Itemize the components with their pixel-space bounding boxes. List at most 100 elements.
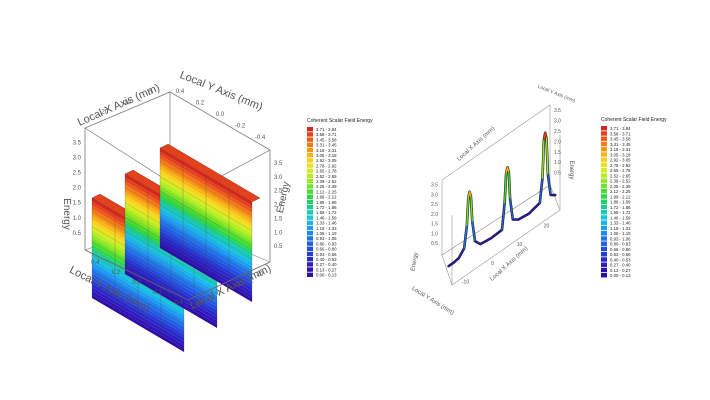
legend-label: 3.45 - 3.58 xyxy=(610,137,631,142)
slice-curve-segment xyxy=(509,198,514,221)
legend-label: 3.18 - 3.31 xyxy=(316,148,337,153)
surface-top-y-tick: 0.4 xyxy=(176,89,185,95)
surface-ridges xyxy=(91,143,261,352)
surface-bottom-y-tick: 0.4 xyxy=(91,260,100,266)
surface-left-z-tick: 0.5 xyxy=(73,231,82,237)
legend-swatch xyxy=(601,178,607,183)
legend-swatch xyxy=(601,267,607,273)
surface-right-z-tick: 2.5 xyxy=(274,189,283,195)
slice-left-z-tick: 0.5 xyxy=(431,241,438,247)
slice-left-z-tick: 3.5 xyxy=(431,183,438,189)
legend-swatch xyxy=(601,252,607,257)
legend-swatch xyxy=(307,236,313,241)
legend-label: 2.39 - 2.52 xyxy=(316,179,337,184)
legend-label: 2.65 - 2.78 xyxy=(316,169,337,174)
legend-swatch xyxy=(601,204,607,210)
slice-curve-segment xyxy=(458,247,465,259)
legend-label: 3.45 - 3.58 xyxy=(316,137,337,142)
legend-label: 1.86 - 1.99 xyxy=(316,200,337,205)
surface-top-y-axis-label: Local Y Axis (mm) xyxy=(178,69,264,113)
legend-label: 2.25 - 2.39 xyxy=(316,184,337,189)
legend-swatch xyxy=(601,215,607,220)
slice-top-y-axis-label: Local Y Axis (mm) xyxy=(537,84,577,105)
surface-ridge-gridline xyxy=(91,283,185,338)
surface-ridge-gridline xyxy=(124,259,218,314)
legend-swatch xyxy=(601,273,607,278)
surface-right-z-tick: 3.5 xyxy=(274,161,283,167)
slice-left-z-tick: 3.0 xyxy=(431,192,438,198)
slice-curve-segment xyxy=(544,132,548,139)
legend-swatch xyxy=(307,127,313,132)
legend-title: Coherent Scalar Field Energy xyxy=(307,118,373,124)
slice-curve-segment xyxy=(471,220,476,242)
legend-label: 0.93 - 1.06 xyxy=(316,236,337,241)
surface-ridge-gridline xyxy=(159,233,253,288)
slice-curve-segment xyxy=(539,177,544,204)
surface-bottom-y-tick: 0.0 xyxy=(132,280,141,286)
legend-label: 1.99 - 2.12 xyxy=(610,194,631,199)
surface-top-y-tick: 0.2 xyxy=(196,100,205,106)
legend-label: 0.40 - 0.53 xyxy=(610,257,631,262)
surface-bottom-x-tick: -10 xyxy=(194,300,203,306)
legend-swatch xyxy=(601,126,607,131)
legend-swatch xyxy=(601,236,607,241)
legend-swatch xyxy=(307,210,313,215)
surface-ridge-gridline xyxy=(159,204,253,260)
legend-label: 1.06 - 1.19 xyxy=(316,231,337,236)
surface-ridge-gridline xyxy=(159,219,253,274)
surface-plot-3d: 20 10 0 0.4 0.2 0.0 -0.2 -0.4 0.4 0.2 0.0 -0.2 -0.4 -… xyxy=(61,69,292,352)
surface-top-x-tick: 0 xyxy=(149,90,153,96)
legend-label: 1.59 - 1.72 xyxy=(610,210,631,215)
legend-label: 0.80 - 0.93 xyxy=(610,242,631,247)
slice-left-z-tick: 1.0 xyxy=(431,232,438,238)
slice-x-tick: -10 xyxy=(462,280,469,286)
legend-swatch xyxy=(601,131,607,136)
legend-swatch xyxy=(307,184,313,189)
slice-right-z-tick: 1.5 xyxy=(554,150,561,156)
legend-swatch xyxy=(601,147,607,152)
surface-top-x-axis-label: Local X Axis (mm) xyxy=(76,82,162,129)
slice-curve-segment xyxy=(468,191,472,198)
legend-swatch xyxy=(601,157,607,162)
legend-label: 1.46 - 1.59 xyxy=(316,215,337,220)
legend-label: 2.12 - 2.25 xyxy=(316,189,337,194)
slice-curve-segment xyxy=(504,172,507,204)
legend-label: 0.27 - 0.40 xyxy=(316,262,337,267)
legend-swatch xyxy=(307,231,313,236)
legend-label: 1.19 - 1.33 xyxy=(610,226,631,231)
legend-label: 3.58 - 3.71 xyxy=(316,132,337,137)
surface-left-z-tick: 1.5 xyxy=(73,201,82,207)
legend-label: 0.93 - 1.06 xyxy=(610,236,631,241)
legend-swatch xyxy=(601,199,607,204)
surface-right-z-tick: 1.5 xyxy=(274,216,283,222)
slice-right-z-tick: 3.0 xyxy=(554,119,561,125)
surface-right-z-axis-label: Energy xyxy=(275,181,292,214)
legend-label: 2.92 - 3.05 xyxy=(316,158,337,163)
surface-bottom-y-tick: -0.4 xyxy=(173,300,184,306)
legend-swatch xyxy=(307,137,313,142)
slice-curve-segment xyxy=(466,197,469,226)
legend-label: 3.31 - 3.45 xyxy=(610,142,631,147)
legend-label: 2.52 - 2.65 xyxy=(610,173,631,178)
surface-front-edge-right xyxy=(187,261,271,301)
legend-label: 1.06 - 1.19 xyxy=(610,231,631,236)
surface-top-y-tick: -0.2 xyxy=(235,124,246,130)
slice-right-z-tick: 2.0 xyxy=(554,139,561,145)
legend-swatch xyxy=(307,267,313,272)
legend-swatch xyxy=(307,257,313,262)
slice-x-tick: 0 xyxy=(491,261,494,267)
legend-swatch xyxy=(307,225,313,231)
surface-left-z-tick: 2.5 xyxy=(73,171,82,177)
legend-swatch xyxy=(601,189,607,194)
surface-left-z-tick: 3.0 xyxy=(73,156,82,162)
legend-swatch xyxy=(307,241,313,246)
legend-label: 3.71 - 3.84 xyxy=(610,126,631,131)
surface-top-x-tick: 20 xyxy=(101,110,108,116)
slice-curve-segment xyxy=(506,166,510,173)
surface-bottom-x-tick: 10 xyxy=(236,281,243,287)
legend-label: 0.40 - 0.53 xyxy=(316,257,337,262)
legend-swatch xyxy=(307,142,313,147)
legend-swatch xyxy=(601,168,607,173)
legend-swatch xyxy=(307,262,313,267)
legend-label: 1.19 - 1.33 xyxy=(316,226,337,231)
